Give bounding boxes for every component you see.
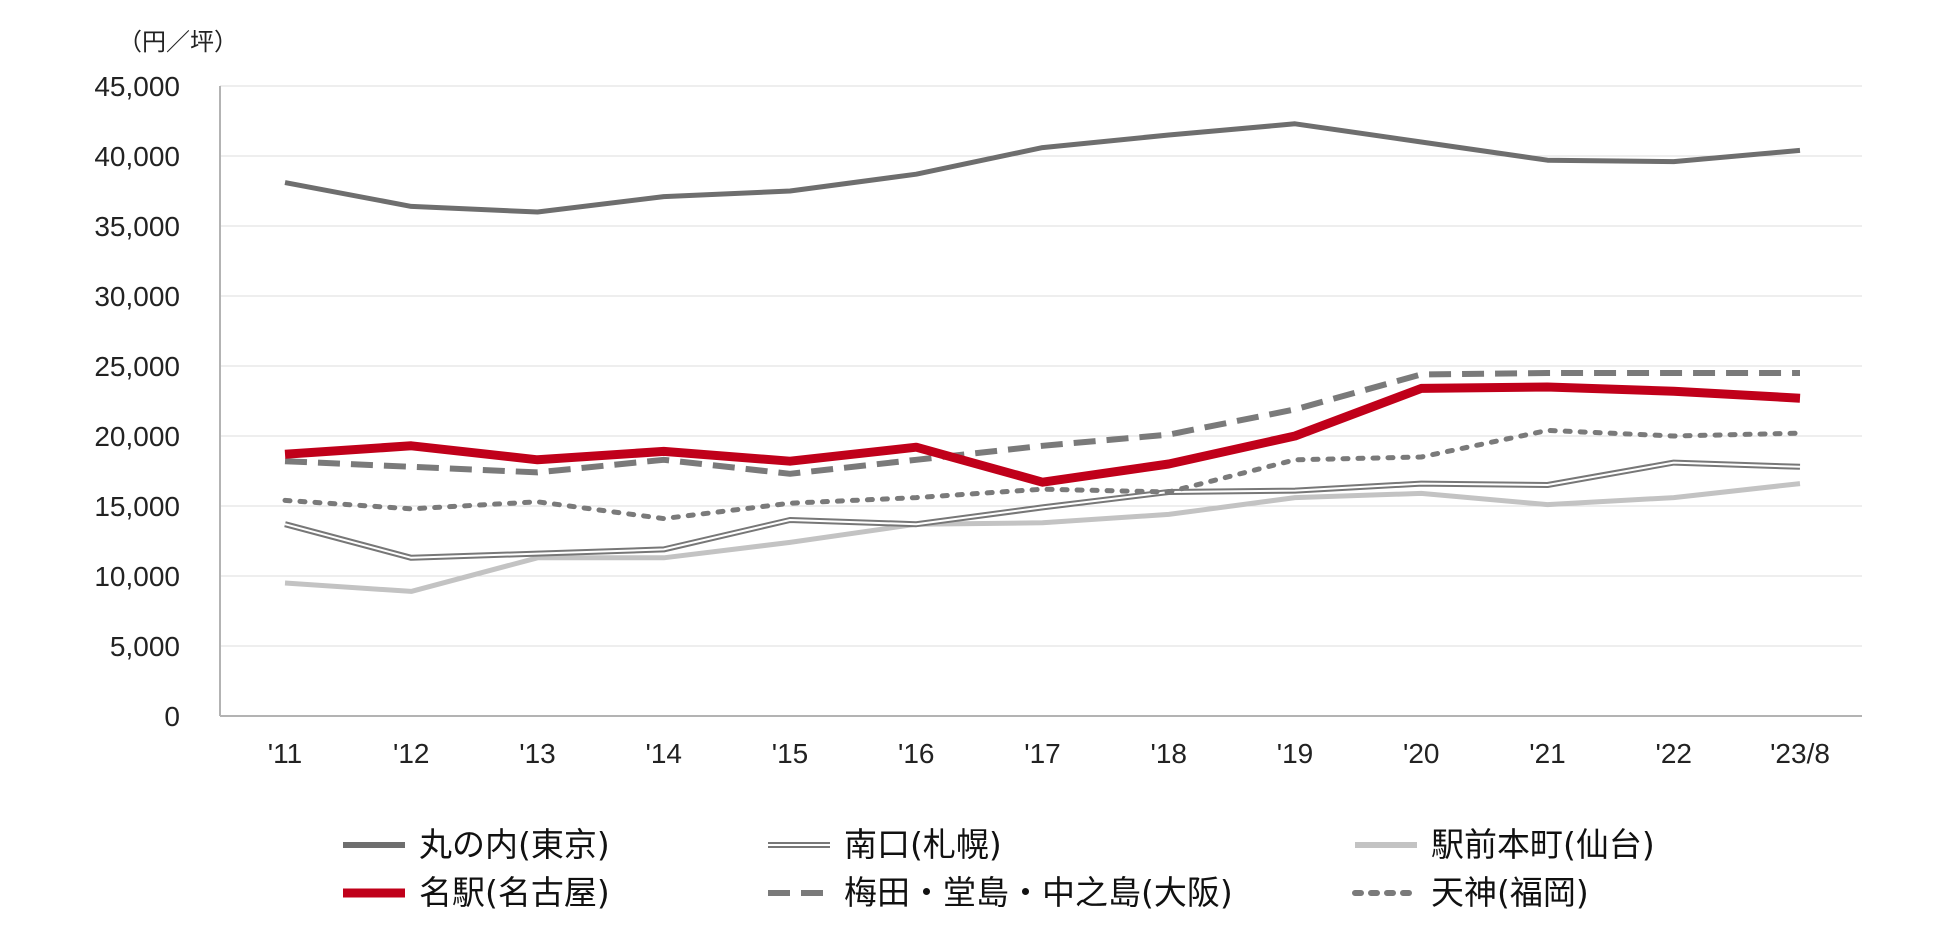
series-line xyxy=(284,370,1800,477)
legend-item: 丸の内(東京) xyxy=(343,825,610,864)
x-tick-label: '23/8 xyxy=(1770,738,1830,769)
legend: 丸の内(東京) 南口(札幌) 駅前本町(仙台) 名駅(名古屋) 梅田・堂島・中之島(大阪… xyxy=(343,825,1655,912)
y-tick-label: 10,000 xyxy=(94,561,180,592)
series-path xyxy=(282,427,1803,522)
x-tick-label: '12 xyxy=(393,738,430,769)
gridlines xyxy=(220,85,1862,647)
series-path xyxy=(284,370,1800,477)
y-tick-label: 40,000 xyxy=(94,141,180,172)
x-tick-label: '15 xyxy=(772,738,809,769)
series-line xyxy=(284,481,1801,594)
legend-label: 梅田・堂島・中之島(大阪) xyxy=(844,873,1233,912)
legend-item: 名駅(名古屋) xyxy=(343,873,610,912)
series-line xyxy=(282,427,1803,522)
y-tick-label: 35,000 xyxy=(94,211,180,242)
y-tick-label: 25,000 xyxy=(94,351,180,382)
series-path xyxy=(284,459,1801,561)
x-tick-label: '14 xyxy=(646,738,683,769)
legend-item: 駅前本町(仙台) xyxy=(1355,825,1655,864)
x-tick-label: '19 xyxy=(1277,738,1314,769)
x-tick-label: '17 xyxy=(1024,738,1061,769)
x-tick-label: '21 xyxy=(1529,738,1566,769)
y-tick-label: 30,000 xyxy=(94,281,180,312)
series-path xyxy=(284,481,1801,594)
axes xyxy=(219,86,1862,717)
legend-label: 駅前本町(仙台) xyxy=(1431,825,1655,864)
x-axis-ticks: '11 '12 '13 '14 '15 '16 '17 '18 '19 '20 '21 '22 '23/… xyxy=(268,738,1830,769)
series-path xyxy=(284,382,1801,487)
y-tick-label: 20,000 xyxy=(94,421,180,452)
series-line xyxy=(284,459,1801,561)
legend-label: 名駅(名古屋) xyxy=(419,873,610,912)
legend-label: 丸の内(東京) xyxy=(419,825,610,864)
x-tick-label: '18 xyxy=(1151,738,1188,769)
series-path xyxy=(284,121,1801,215)
y-tick-label: 5,000 xyxy=(110,631,180,662)
legend-item: 南口(札幌) xyxy=(768,825,1002,864)
x-tick-label: '22 xyxy=(1656,738,1693,769)
legend-label: 天神(福岡) xyxy=(1431,873,1589,912)
series-lines xyxy=(282,121,1803,594)
y-axis-unit-label: （円／坪） xyxy=(118,28,238,56)
y-tick-label: 15,000 xyxy=(94,491,180,522)
x-tick-label: '13 xyxy=(519,738,556,769)
x-tick-label: '20 xyxy=(1403,738,1440,769)
series-path xyxy=(284,461,1801,559)
y-tick-label: 0 xyxy=(164,701,180,732)
legend-item: 梅田・堂島・中之島(大阪) xyxy=(768,873,1233,912)
legend-item: 天神(福岡) xyxy=(1352,873,1589,912)
y-tick-label: 45,000 xyxy=(94,71,180,102)
series-line xyxy=(284,121,1801,215)
legend-label: 南口(札幌) xyxy=(844,825,1002,864)
x-tick-label: '11 xyxy=(268,738,302,769)
x-tick-label: '16 xyxy=(898,738,935,769)
y-axis-ticks: 0 5,000 10,000 15,000 20,000 25,000 30,000 35,0… xyxy=(94,71,180,732)
series-line xyxy=(284,382,1801,487)
